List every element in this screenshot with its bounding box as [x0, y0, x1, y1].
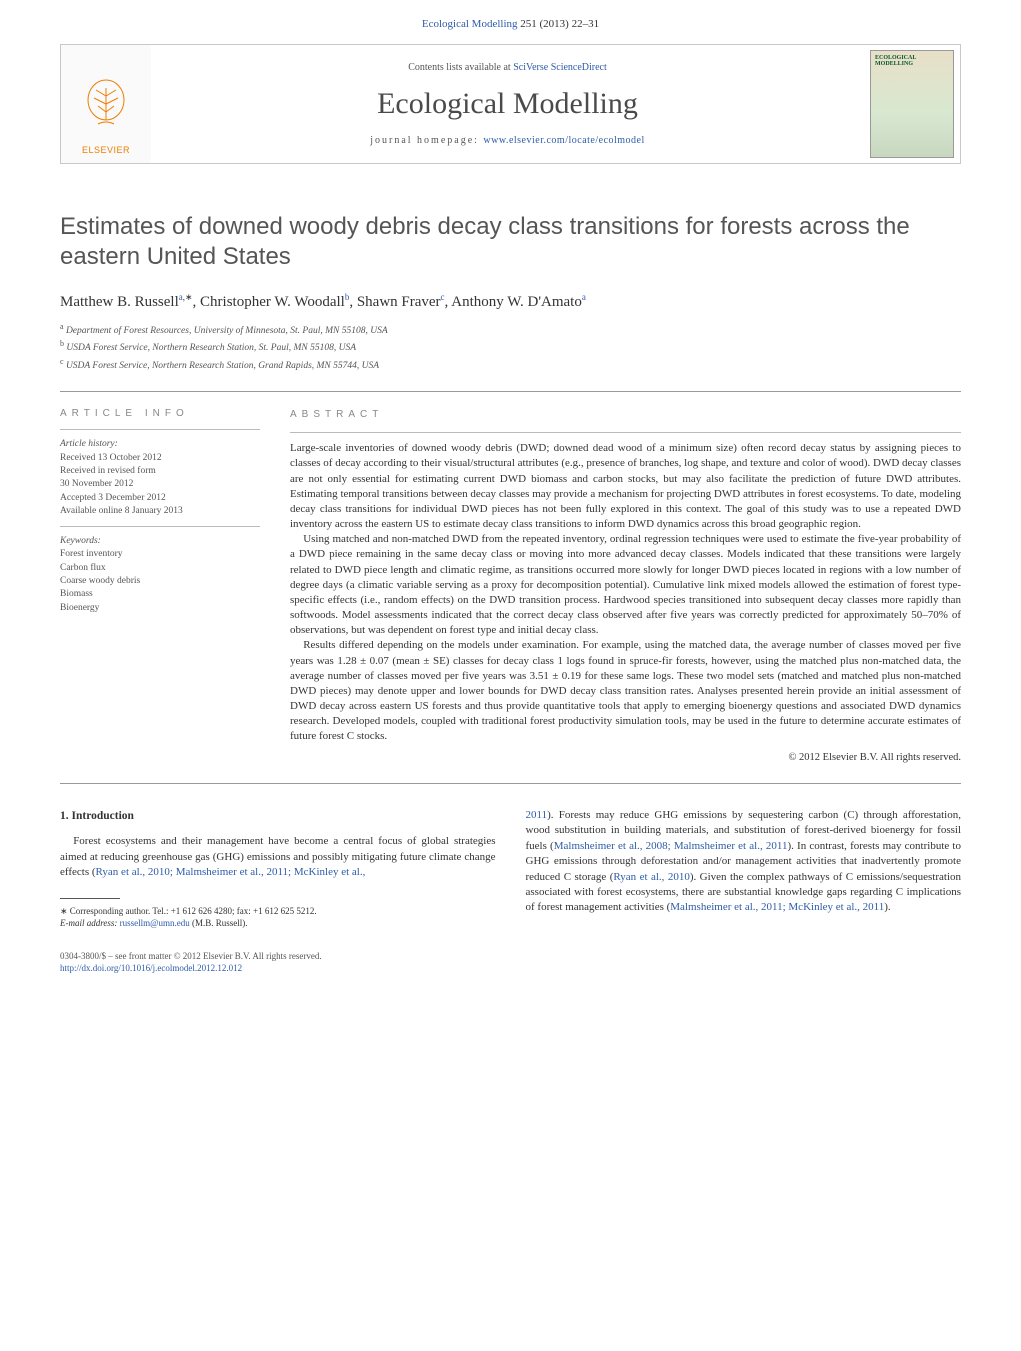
- journal-name: Ecological Modelling: [151, 87, 864, 121]
- cover-title-text: ECOLOGICAL MODELLING: [875, 55, 949, 67]
- author-2: Christopher W. Woodallb: [200, 294, 349, 310]
- affiliations: a Department of Forest Resources, Univer…: [60, 321, 961, 373]
- elsevier-logo[interactable]: ELSEVIER: [76, 76, 136, 155]
- abstract-column: ABSTRACT Large-scale inventories of down…: [290, 392, 961, 765]
- keyword-2: Carbon flux: [60, 562, 260, 575]
- article-title: Estimates of downed woody debris decay c…: [60, 212, 961, 272]
- intro-ref-1[interactable]: Ryan et al., 2010; Malmsheimer et al., 2…: [96, 866, 366, 878]
- article-info-heading: ARTICLE INFO: [60, 408, 260, 419]
- abstract-p2: Using matched and non-matched DWD from t…: [290, 532, 961, 638]
- contents-available-line: Contents lists available at SciVerse Sci…: [151, 62, 864, 73]
- elsevier-wordmark: ELSEVIER: [76, 145, 136, 155]
- intro-heading: 1. Introduction: [60, 808, 496, 824]
- corresponding-author-footnote: ∗ Corresponding author. Tel.: +1 612 626…: [60, 905, 496, 929]
- contents-prefix: Contents lists available at: [408, 62, 513, 73]
- abstract-copyright: © 2012 Elsevier B.V. All rights reserved…: [290, 751, 961, 765]
- abstract-divider: [290, 432, 961, 433]
- affiliation-a: a Department of Forest Resources, Univer…: [60, 321, 961, 338]
- journal-homepage-link[interactable]: www.elsevier.com/locate/ecolmodel: [483, 135, 644, 146]
- keywords-label: Keywords:: [60, 535, 260, 548]
- divider-bottom: [60, 783, 961, 784]
- publisher-logo-box: ELSEVIER: [61, 45, 151, 163]
- homepage-label: journal homepage:: [370, 135, 483, 146]
- history-received: Received 13 October 2012: [60, 452, 260, 465]
- info-divider-2: [60, 526, 260, 527]
- corr-email-link[interactable]: russellm@umn.edu: [120, 918, 190, 928]
- author-list: Matthew B. Russella,∗, Christopher W. Wo…: [60, 292, 961, 311]
- history-revised-1: Received in revised form: [60, 465, 260, 478]
- info-abstract-row: ARTICLE INFO Article history: Received 1…: [60, 392, 961, 765]
- intro-ref-2c[interactable]: Ryan et al., 2010: [613, 871, 689, 883]
- abstract-p1: Large-scale inventories of downed woody …: [290, 441, 961, 532]
- running-head-citation: 251 (2013) 22–31: [520, 18, 599, 30]
- journal-cover-thumbnail[interactable]: ECOLOGICAL MODELLING: [870, 50, 954, 158]
- journal-banner: ELSEVIER Contents lists available at Sci…: [60, 44, 961, 164]
- banner-center: Contents lists available at SciVerse Sci…: [151, 45, 864, 163]
- elsevier-tree-icon: [76, 76, 136, 136]
- keyword-5: Bioenergy: [60, 602, 260, 615]
- author-3: Shawn Fraverc: [357, 294, 445, 310]
- body-columns: 1. Introduction Forest ecosystems and th…: [60, 808, 961, 930]
- intro-ref-2b[interactable]: Malmsheimer et al., 2008; Malmsheimer et…: [554, 840, 788, 852]
- author-4: Anthony W. D'Amatoa: [451, 294, 586, 310]
- info-divider-1: [60, 429, 260, 430]
- keyword-1: Forest inventory: [60, 548, 260, 561]
- running-head: Ecological Modelling 251 (2013) 22–31: [0, 0, 1021, 30]
- affiliation-b: b USDA Forest Service, Northern Research…: [60, 338, 961, 355]
- intro-p1: Forest ecosystems and their management h…: [60, 834, 496, 880]
- doi-link[interactable]: http://dx.doi.org/10.1016/j.ecolmodel.20…: [60, 963, 242, 973]
- footnote-rule: [60, 898, 120, 899]
- intro-ref-2d[interactable]: Malmsheimer et al., 2011; McKinley et al…: [670, 901, 884, 913]
- cover-thumb-box: ECOLOGICAL MODELLING: [864, 45, 960, 163]
- keyword-4: Biomass: [60, 588, 260, 601]
- page-footer: 0304-3800/$ – see front matter © 2012 El…: [60, 950, 961, 974]
- issn-line: 0304-3800/$ – see front matter © 2012 El…: [60, 950, 961, 962]
- history-accepted: Accepted 3 December 2012: [60, 492, 260, 505]
- abstract-p3: Results differed depending on the models…: [290, 638, 961, 744]
- keyword-3: Coarse woody debris: [60, 575, 260, 588]
- running-head-journal-link[interactable]: Ecological Modelling: [422, 18, 518, 30]
- sciencedirect-link[interactable]: SciVerse ScienceDirect: [513, 62, 607, 73]
- intro-ref-2a[interactable]: 2011: [526, 809, 548, 821]
- intro-p2: 2011). Forests may reduce GHG emissions …: [526, 808, 962, 916]
- article-info-column: ARTICLE INFO Article history: Received 1…: [60, 392, 260, 765]
- history-online: Available online 8 January 2013: [60, 505, 260, 518]
- history-label: Article history:: [60, 438, 260, 451]
- homepage-line: journal homepage: www.elsevier.com/locat…: [151, 135, 864, 146]
- affiliation-c: c USDA Forest Service, Northern Research…: [60, 356, 961, 373]
- abstract-heading: ABSTRACT: [290, 408, 961, 422]
- author-1: Matthew B. Russella,∗: [60, 294, 193, 310]
- history-revised-2: 30 November 2012: [60, 478, 260, 491]
